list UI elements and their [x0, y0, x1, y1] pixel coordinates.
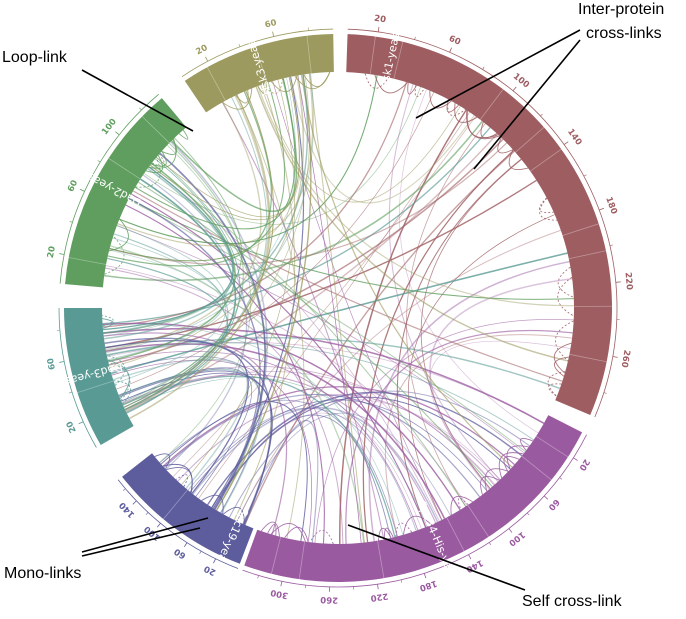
- tick-mark-minor: [200, 551, 201, 554]
- tick-mark-minor: [70, 221, 73, 222]
- tick-label: 100: [511, 72, 531, 91]
- inter-protein-annotation-line2: cross-links: [586, 25, 662, 42]
- tick-mark-minor: [258, 575, 259, 578]
- tick-mark-minor: [610, 245, 613, 246]
- tick-label: 60: [46, 357, 58, 371]
- inter-protein-cross-link: [138, 182, 492, 486]
- tick-mark: [157, 523, 160, 527]
- loop-link-annotation: Loop-link: [2, 49, 68, 66]
- tick-label: 300: [270, 587, 289, 600]
- tick-mark: [378, 584, 379, 589]
- tick-label: 20: [46, 245, 58, 259]
- inter-protein-cross-link: [150, 165, 465, 507]
- tick-label: 60: [66, 179, 80, 194]
- tick-mark-minor: [584, 175, 587, 176]
- tick-mark-minor: [560, 478, 562, 480]
- tick-label: 20: [576, 457, 591, 472]
- tick-mark: [564, 142, 568, 145]
- tick-mark-minor: [483, 67, 485, 70]
- tick-mark: [599, 208, 604, 210]
- tick-mark-minor: [527, 513, 529, 515]
- cross-link-layer: [102, 72, 574, 544]
- tick-mark: [544, 496, 548, 499]
- inter-protein-cross-link: [363, 150, 513, 542]
- tick-label: 60: [447, 34, 462, 48]
- tick-label: 20: [194, 43, 209, 57]
- inter-protein-cross-link: [129, 199, 574, 300]
- tick-label: 220: [370, 590, 389, 602]
- inter-protein-annotation-line1: Inter-protein: [578, 1, 664, 18]
- tick-mark-minor: [98, 160, 101, 162]
- tick-label: 60: [173, 546, 188, 561]
- inter-protein-cross-link: [126, 134, 497, 412]
- self-cross-link-annotation: Self cross-link: [522, 593, 623, 610]
- tick-label: 260: [619, 349, 632, 368]
- tick-mark-minor: [139, 108, 141, 110]
- tick-mark: [205, 57, 207, 61]
- tick-mark: [424, 573, 426, 578]
- tick-mark: [378, 27, 379, 32]
- tick-mark-minor: [401, 580, 402, 583]
- tick-label: 180: [418, 578, 438, 593]
- tick-mark: [281, 581, 282, 586]
- tick-mark: [513, 87, 516, 91]
- tick-label: 20: [373, 14, 386, 26]
- tick-label: 260: [320, 594, 338, 605]
- tick-label: 100: [506, 529, 526, 548]
- tick-mark: [613, 356, 618, 357]
- tick-mark: [80, 189, 85, 191]
- tick-label: 140: [565, 127, 584, 147]
- tick-label: 220: [622, 272, 634, 291]
- tick-mark-minor: [123, 489, 125, 491]
- tick-label: 180: [603, 196, 619, 216]
- tick-mark: [79, 422, 84, 424]
- tick-mark: [115, 132, 119, 135]
- tick-mark-minor: [540, 114, 542, 116]
- tick-label: 100: [100, 117, 119, 137]
- tick-mark: [573, 458, 577, 461]
- tick-label: 60: [264, 18, 278, 30]
- tick-label: 20: [65, 419, 79, 434]
- tick-mark: [273, 32, 274, 37]
- tick-mark-minor: [604, 393, 607, 394]
- tick-mark-minor: [489, 542, 491, 545]
- tick-mark: [59, 254, 64, 255]
- tick-mark: [450, 48, 452, 53]
- tick-mark: [469, 555, 471, 559]
- mono-links-annotation: Mono-links: [4, 565, 81, 582]
- tick-mark-minor: [146, 512, 148, 514]
- tick-mark: [133, 501, 137, 504]
- tick-mark-minor: [415, 37, 416, 40]
- inter-protein-cross-link: [193, 408, 438, 522]
- tick-mark: [59, 361, 64, 362]
- tick-mark: [509, 529, 512, 533]
- tick-mark: [184, 543, 187, 547]
